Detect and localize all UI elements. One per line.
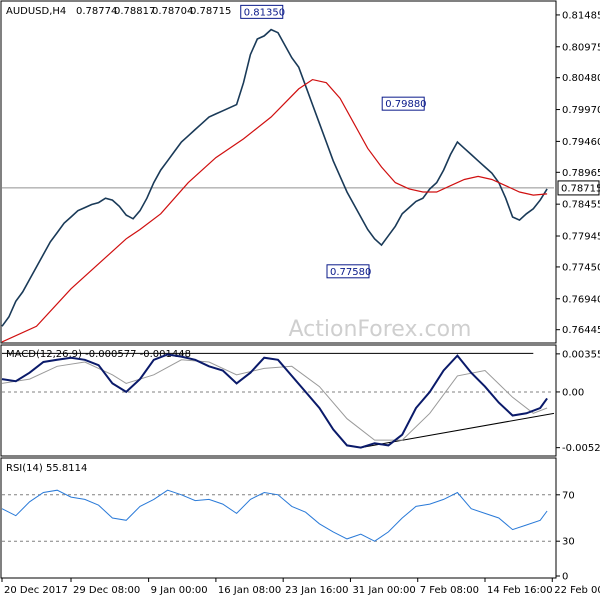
price-tick-label: 0.80975	[562, 42, 600, 53]
price-annotations: 0.81350 0.79880 0.77580	[240, 4, 427, 279]
price-header-open: 0.78774	[76, 6, 117, 17]
rsi-tick-label: 30	[562, 537, 575, 548]
current-price-label: 0.78715	[561, 183, 600, 194]
price-annotation-label: 0.79880	[385, 99, 426, 110]
price-tick-label: 0.77945	[562, 232, 600, 243]
macd-tick-label: -0.005207	[562, 443, 600, 454]
price-annotation-box	[326, 264, 370, 279]
x-tick-label: 9 Jan 00:00	[151, 585, 208, 596]
macd-axis-ticks: 0.003559 0.00 -0.005207	[556, 349, 600, 454]
price-tick-label: 0.79970	[562, 105, 600, 116]
x-tick-label: 23 Jan 16:00	[285, 585, 348, 596]
price-tick-label: 0.76445	[562, 325, 600, 336]
x-tick-label: 29 Dec 08:00	[73, 585, 140, 596]
rsi-tick-label: 70	[562, 490, 575, 501]
price-tick-label: 0.76940	[562, 294, 600, 305]
rsi-line	[1, 489, 548, 542]
price-tick-label: 0.81485	[562, 10, 600, 21]
x-axis-ticks: 20 Dec 2017 29 Dec 08:00 9 Jan 00:00 16 Jan…	[1, 578, 600, 596]
rsi-panel-frame	[0, 457, 557, 579]
macd-tick-label: 0.00	[562, 387, 584, 398]
macd-main-line	[1, 353, 548, 449]
price-header-low: 0.78704	[152, 6, 193, 17]
price-annotation-box	[381, 96, 425, 111]
watermark: ActionForex.com	[289, 317, 472, 342]
x-tick-label: 16 Jan 08:00	[218, 585, 281, 596]
x-tick-label: 14 Feb 16:00	[487, 585, 553, 596]
macd-tick-label: 0.003559	[562, 349, 600, 360]
price-annotation-label: 0.81350	[244, 7, 285, 18]
price-tick-label: 0.78455	[562, 200, 600, 211]
price-header-high: 0.78817	[114, 6, 155, 17]
x-tick-label: 20 Dec 2017	[4, 585, 68, 596]
rsi-label: RSI(14) 55.8114	[6, 463, 87, 474]
price-tick-label: 0.80480	[562, 73, 600, 84]
price-panel-frame	[0, 0, 557, 344]
price-header-symbol: AUDUSD,H4	[6, 6, 66, 17]
price-tick-label: 0.79460	[562, 137, 600, 148]
price-annotation-box	[240, 4, 284, 19]
current-price-tag: 0.78715	[557, 180, 600, 196]
price-tick-label: 0.77450	[562, 262, 600, 273]
price-axis-ticks: 0.81485 0.80975 0.80480 0.79970 0.79460 0.789…	[556, 10, 600, 336]
price-header-close: 0.78715	[190, 6, 231, 17]
macd-label: MACD(12,26,9) -0.000577 -0.001448	[6, 349, 191, 360]
price-header: AUDUSD,H4 0.78774 0.78817 0.78704 0.7871…	[6, 6, 231, 17]
x-tick-label: 7 Feb 08:00	[420, 585, 479, 596]
rsi-tick-label: 0	[562, 572, 568, 583]
price-annotation-label: 0.77580	[330, 267, 371, 278]
x-tick-label: 31 Jan 00:00	[352, 585, 415, 596]
current-price-box	[557, 180, 600, 196]
price-series-line	[1, 28, 548, 327]
price-tick-label: 0.78965	[562, 168, 600, 179]
rsi-axis-ticks: 70 30 0	[556, 490, 575, 583]
x-tick-label: 22 Feb 00:00	[554, 585, 600, 596]
moving-average-line	[1, 78, 548, 343]
